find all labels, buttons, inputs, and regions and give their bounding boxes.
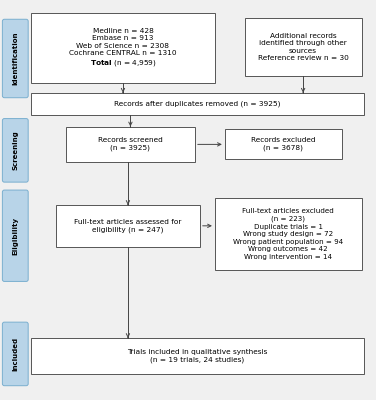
- Text: Identification: Identification: [12, 32, 18, 85]
- Text: Full-text articles excluded
(n = 223)
Duplicate trials = 1
Wrong study design = : Full-text articles excluded (n = 223) Du…: [233, 208, 343, 260]
- Text: Full-text articles assessed for
eligibility (n = 247): Full-text articles assessed for eligibil…: [74, 219, 182, 233]
- Text: Records excluded
(n = 3678): Records excluded (n = 3678): [251, 137, 315, 151]
- FancyBboxPatch shape: [31, 338, 364, 374]
- Text: Records after duplicates removed (n = 3925): Records after duplicates removed (n = 39…: [114, 100, 280, 107]
- Text: Medline n = 428
Embase n = 913
Web of Science n = 2308
Cochrane CENTRAL n = 1310: Medline n = 428 Embase n = 913 Web of Sc…: [69, 28, 177, 68]
- FancyBboxPatch shape: [31, 93, 364, 114]
- Text: Included: Included: [12, 337, 18, 371]
- FancyBboxPatch shape: [2, 322, 28, 386]
- Text: Records screened
(n = 3925): Records screened (n = 3925): [98, 137, 163, 151]
- Text: Additional records
identified through other
sources
Reference review n = 30: Additional records identified through ot…: [258, 33, 349, 61]
- FancyBboxPatch shape: [215, 198, 362, 270]
- FancyBboxPatch shape: [2, 118, 28, 182]
- Text: Screening: Screening: [12, 130, 18, 170]
- FancyBboxPatch shape: [244, 18, 362, 76]
- Text: Eligibility: Eligibility: [12, 217, 18, 255]
- FancyBboxPatch shape: [66, 126, 195, 162]
- Text: Trials included in qualitative synthesis
(n = 19 trials, 24 studies): Trials included in qualitative synthesis…: [127, 349, 268, 363]
- FancyBboxPatch shape: [2, 190, 28, 282]
- FancyBboxPatch shape: [2, 19, 28, 98]
- FancyBboxPatch shape: [31, 13, 215, 83]
- FancyBboxPatch shape: [225, 130, 342, 159]
- FancyBboxPatch shape: [56, 205, 200, 247]
